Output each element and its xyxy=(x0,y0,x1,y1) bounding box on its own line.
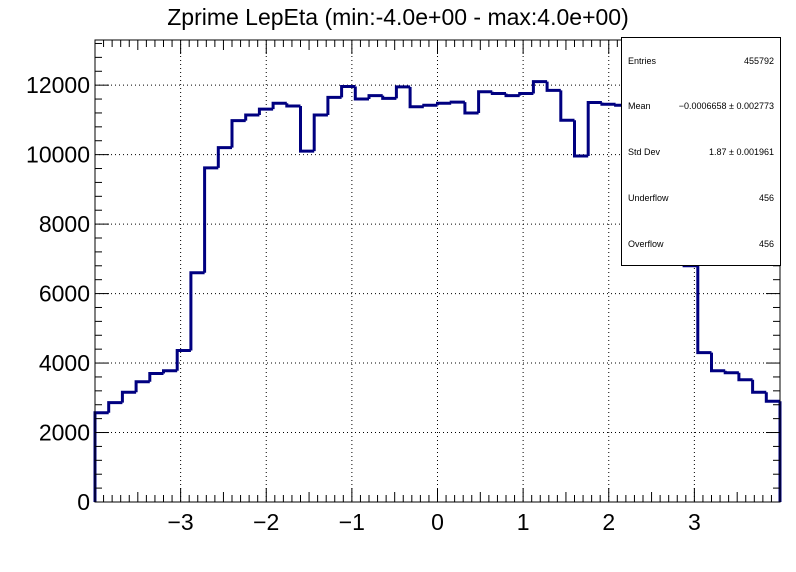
histogram-bin xyxy=(353,86,369,101)
histogram-bin xyxy=(586,101,602,157)
histogram-bin xyxy=(600,102,616,106)
histogram-bin xyxy=(449,100,465,104)
stats-entries-label: Entries xyxy=(628,56,657,66)
histogram-bin xyxy=(408,86,424,109)
x-tick-label: −3 xyxy=(168,509,194,535)
histogram-bin xyxy=(723,370,739,375)
stats-underflow: Underflow 456 xyxy=(628,193,774,207)
stats-mean-value: −0.0006658 ± 0.002773 xyxy=(678,101,774,111)
histogram-bin xyxy=(463,102,479,115)
stats-mean-label: Mean xyxy=(628,101,651,111)
stats-underflow-label: Underflow xyxy=(628,193,669,203)
histogram-bin xyxy=(148,371,164,382)
histogram-bin xyxy=(244,113,260,121)
histogram-bin xyxy=(162,369,178,374)
histogram-bin xyxy=(764,392,780,403)
x-tick-label: 2 xyxy=(602,509,615,535)
histogram-bin xyxy=(203,166,219,273)
histogram-bin xyxy=(531,80,548,94)
histogram-bin xyxy=(120,390,137,403)
x-tick-label: 1 xyxy=(517,509,530,535)
histogram-bin xyxy=(422,103,438,107)
histogram-bin xyxy=(518,91,534,96)
x-tick-labels: −3 −2 −1 0 1 2 3 xyxy=(168,509,701,535)
stats-std-label: Std Dev xyxy=(628,147,661,157)
x-tick-label: 0 xyxy=(431,509,444,535)
histogram-bin xyxy=(299,106,315,153)
y-tick-labels: 0 2000 4000 6000 8000 10000 12000 xyxy=(26,72,90,515)
histogram-bin xyxy=(107,401,123,413)
histogram-bin xyxy=(710,352,726,373)
histogram-bin xyxy=(340,85,356,98)
histogram-bin xyxy=(573,120,589,158)
stats-overflow-value: 456 xyxy=(758,239,774,249)
histogram-bin xyxy=(175,349,191,371)
stats-entries-value: 455792 xyxy=(743,56,774,66)
histogram-bin xyxy=(93,411,109,502)
histogram-bin xyxy=(312,113,328,152)
y-tick-label: 6000 xyxy=(39,281,90,307)
stats-std-value: 1.87 ± 0.001961 xyxy=(709,147,774,157)
histogram-bin xyxy=(545,81,561,92)
y-tick-label: 8000 xyxy=(39,211,90,237)
stats-entries: Entries 455792 xyxy=(628,56,774,70)
histogram-bin xyxy=(737,372,753,382)
histogram-bin xyxy=(477,90,493,113)
histogram-bin xyxy=(559,90,575,122)
stats-underflow-value: 456 xyxy=(758,193,774,203)
histogram-bin xyxy=(490,91,506,95)
histogram-bin xyxy=(257,107,274,116)
y-tick-label: 12000 xyxy=(26,72,90,98)
histogram-bin xyxy=(381,95,397,100)
y-tick-label: 10000 xyxy=(26,142,90,168)
axis-ticks xyxy=(94,40,781,503)
stats-overflow-label: Overflow xyxy=(628,239,664,249)
histogram-bin xyxy=(367,94,383,100)
x-tick-label: 3 xyxy=(688,509,701,535)
chart-title: Zprime LepEta (min:-4.0e+00 - max:4.0e+0… xyxy=(167,4,629,30)
histogram-bin xyxy=(326,95,342,116)
histogram-bin xyxy=(504,93,520,98)
y-tick-label: 4000 xyxy=(39,350,90,376)
stats-box: Entries 455792 Mean −0.0006658 ± 0.00277… xyxy=(621,37,781,266)
histogram-bin xyxy=(696,265,712,355)
histogram-bin xyxy=(271,101,287,110)
histogram-bin xyxy=(216,146,232,168)
y-tick-label: 0 xyxy=(77,489,90,515)
y-tick-label: 2000 xyxy=(39,420,90,446)
x-tick-label: −1 xyxy=(339,509,365,535)
histogram-bin xyxy=(436,101,452,106)
x-tick-label: −2 xyxy=(253,509,279,535)
stats-overflow: Overflow 456 xyxy=(628,239,774,253)
histogram-bin xyxy=(230,119,246,148)
stats-std: Std Dev 1.87 ± 0.001961 xyxy=(628,147,774,161)
histogram-bin xyxy=(134,380,150,393)
histogram-bin xyxy=(751,379,767,394)
histogram-bin xyxy=(285,103,301,108)
stats-mean: Mean −0.0006658 ± 0.002773 xyxy=(628,101,774,115)
histogram-bin xyxy=(394,85,411,99)
histogram-bin xyxy=(189,271,205,351)
